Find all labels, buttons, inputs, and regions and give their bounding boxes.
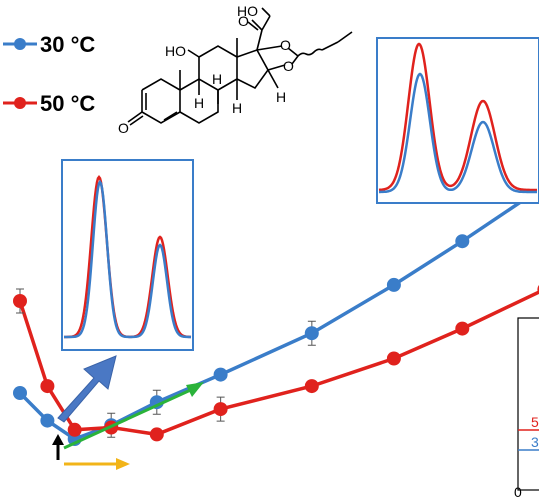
legend-item-50: 50 °C — [3, 91, 95, 116]
mol-label-h2: H — [194, 95, 204, 111]
data-point — [386, 277, 401, 292]
series-layer — [13, 181, 539, 446]
molecule-structure — [127, 7, 353, 126]
data-point — [40, 379, 55, 394]
orange-arrow-head — [116, 458, 130, 470]
mol-label-ho: HO — [165, 43, 186, 59]
legend-label-30: 30 °C — [40, 32, 95, 57]
black-arrow-head — [52, 434, 64, 445]
arrows — [52, 355, 204, 470]
mol-label-ho-top: HO — [237, 3, 258, 19]
cut-panel-red-text: 5 — [531, 414, 539, 430]
legend: 30 °C 50 °C — [3, 32, 95, 116]
mol-label-o-carbonyl: O — [238, 13, 249, 29]
molecule-labels: HO HO O O O O H H H H — [118, 3, 294, 136]
data-point — [304, 326, 319, 341]
right-inset-blue-trace — [379, 72, 537, 194]
data-point — [13, 294, 27, 308]
big-blue-arrow — [57, 355, 117, 423]
green-arrow-line — [63, 386, 196, 450]
data-point — [213, 367, 228, 382]
data-point — [149, 427, 164, 442]
right-inset-red-trace — [378, 42, 537, 192]
data-point — [67, 422, 82, 437]
legend-item-30: 30 °C — [3, 32, 95, 57]
series-1 — [13, 285, 539, 442]
mol-label-h4: H — [276, 89, 286, 105]
legend-label-50: 50 °C — [40, 91, 95, 116]
mol-label-o-ketone: O — [118, 120, 129, 136]
right-chromatogram-inset — [376, 37, 539, 204]
green-arrow-head — [186, 382, 204, 397]
data-point — [455, 234, 470, 249]
left-chromatogram-inset — [61, 159, 194, 351]
cut-off-panel: 5 3 0 — [514, 317, 539, 500]
mol-label-h3: H — [232, 100, 242, 116]
data-point — [40, 413, 55, 428]
data-point — [455, 321, 470, 336]
data-point — [213, 402, 228, 417]
cut-panel-tick-0: 0 — [514, 484, 522, 500]
left-inset-blue-trace — [64, 179, 191, 339]
mol-label-h1: H — [212, 71, 222, 87]
mol-label-o-ring2: O — [283, 58, 294, 74]
data-point — [13, 386, 27, 400]
mol-label-o-ring1: O — [280, 37, 291, 53]
data-point — [386, 351, 401, 366]
data-point — [304, 379, 319, 394]
cut-panel-blue-text: 3 — [531, 434, 539, 450]
series-line-1 — [18, 290, 539, 437]
